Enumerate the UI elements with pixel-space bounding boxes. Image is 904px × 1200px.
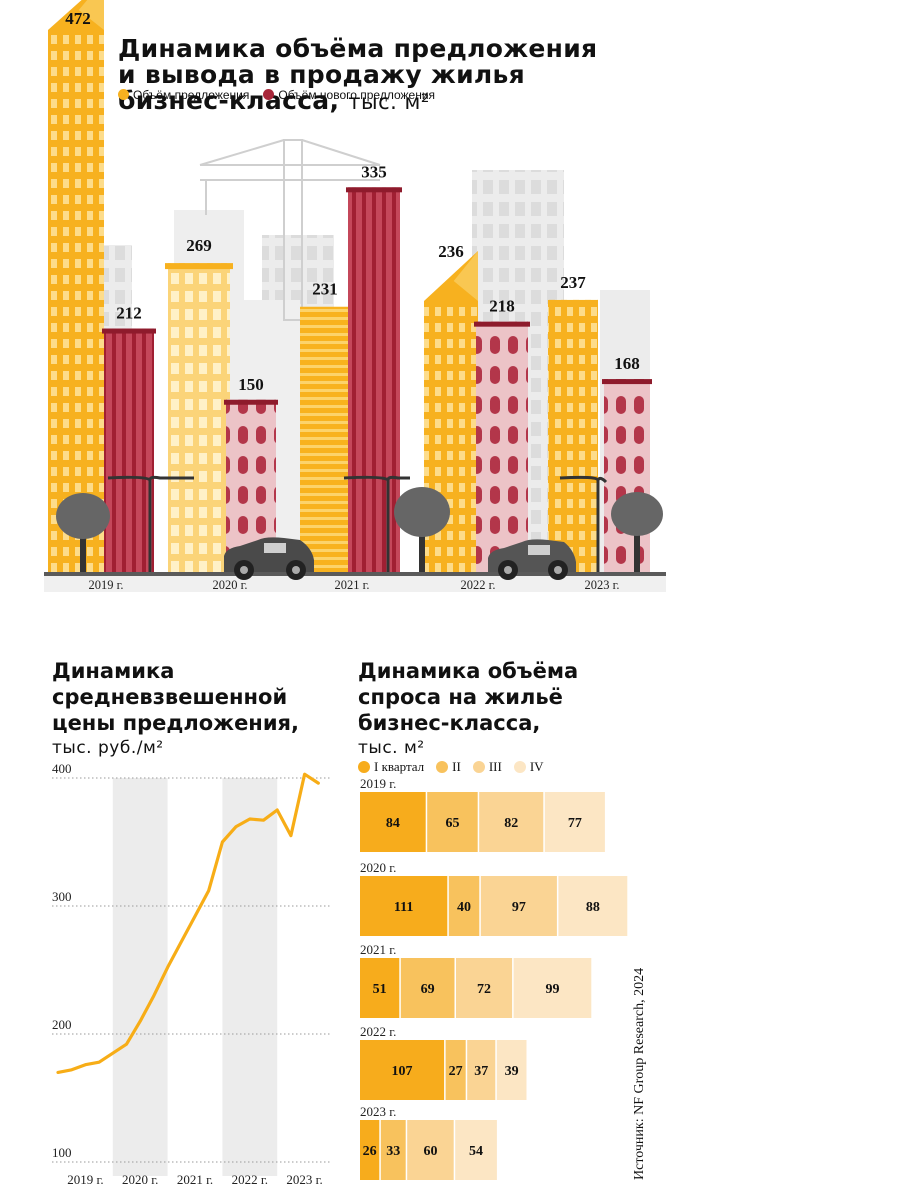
x-tick-label: 2020 г. [213,578,248,592]
y-tick-label: 400 [52,761,72,776]
price-line [58,774,318,1072]
value-label-new-offer-2: 335 [361,162,387,181]
ground-line [44,572,666,576]
chart2-unit: тыс. руб./м² [52,738,164,758]
demand-value-label: 97 [512,900,526,915]
chart3-svg: 2019 г. 84 65 82 77 2020 г. 111 40 97 88 2021 г. 51… [350,770,660,1200]
value-label-offer-0: 472 [65,9,91,28]
value-label-offer-2: 231 [312,280,338,299]
demand-value-label: 107 [392,1064,413,1079]
demand-value-label: 77 [568,816,582,831]
x-tick-label: 2019 г. [67,1172,103,1187]
value-label-offer-4: 237 [560,273,586,292]
x-tick-label: 2022 г. [232,1172,268,1187]
row-label: 2020 г. [360,860,396,875]
y-tick-label: 300 [52,889,72,904]
demand-value-label: 69 [421,982,435,997]
row-label: 2021 г. [360,942,396,957]
demand-value-label: 27 [449,1064,463,1079]
demand-value-label: 111 [394,900,413,915]
row-label: 2023 г. [360,1104,396,1119]
bar-offer-2 [300,307,350,572]
x-tick-label: 2021 г. [335,578,370,592]
bar-offer-1 [165,263,233,572]
bar-offer-0 [48,0,104,572]
x-tick-label: 2019 г. [89,578,124,592]
year-band [113,778,168,1176]
x-tick-label: 2023 г. [585,578,620,592]
demand-value-label: 72 [477,982,491,997]
y-tick-label: 100 [52,1145,72,1160]
demand-value-label: 99 [545,982,559,997]
demand-value-label: 33 [386,1144,400,1159]
value-label-new-offer-4: 168 [614,354,640,373]
demand-value-label: 60 [423,1144,437,1159]
chart2-title: Динамика средневзвешенной цены предложен… [52,658,352,736]
value-label-new-offer-1: 150 [238,375,264,394]
x-tick-label: 2020 г. [122,1172,158,1187]
x-tick-label: 2022 г. [461,578,496,592]
demand-value-label: 65 [445,816,459,831]
chart1-svg: 472 212 269 150 231 335 236 218 237 168 2019 г. 20… [0,0,904,600]
row-label: 2022 г. [360,1024,396,1039]
bar-new-offer-3 [474,322,530,572]
demand-value-label: 54 [469,1144,483,1159]
x-tick-label: 2023 г. [286,1172,322,1187]
demand-value-label: 37 [474,1064,488,1079]
bar-new-offer-2 [346,187,402,572]
year-band [222,778,277,1176]
y-tick-label: 200 [52,1017,72,1032]
row-label: 2019 г. [360,776,396,791]
bar-offer-4 [548,300,598,572]
chart3-unit: тыс. м² [358,738,425,758]
demand-value-label: 51 [373,982,387,997]
demand-value-label: 88 [586,900,600,915]
chart3-title: Динамика объёма спроса на жильё бизнес-к… [358,658,658,736]
bar-new-offer-4 [602,379,652,572]
demand-value-label: 26 [363,1144,377,1159]
bar-new-offer-0 [102,329,156,572]
value-label-offer-3: 236 [438,242,464,261]
value-label-offer-1: 269 [186,236,212,255]
chart2-svg: 100 200 300 400 2019 г. 2020 г. 2021 г. 2022 г.… [40,760,340,1200]
x-tick-label: 2021 г. [177,1172,213,1187]
demand-value-label: 40 [457,900,471,915]
demand-value-label: 82 [504,816,518,831]
source-note: Источник: NF Group Research, 2024 [632,968,648,1180]
value-label-new-offer-3: 218 [489,297,515,316]
value-label-new-offer-0: 212 [116,304,142,323]
demand-value-label: 39 [505,1064,519,1079]
demand-value-label: 84 [386,816,400,831]
